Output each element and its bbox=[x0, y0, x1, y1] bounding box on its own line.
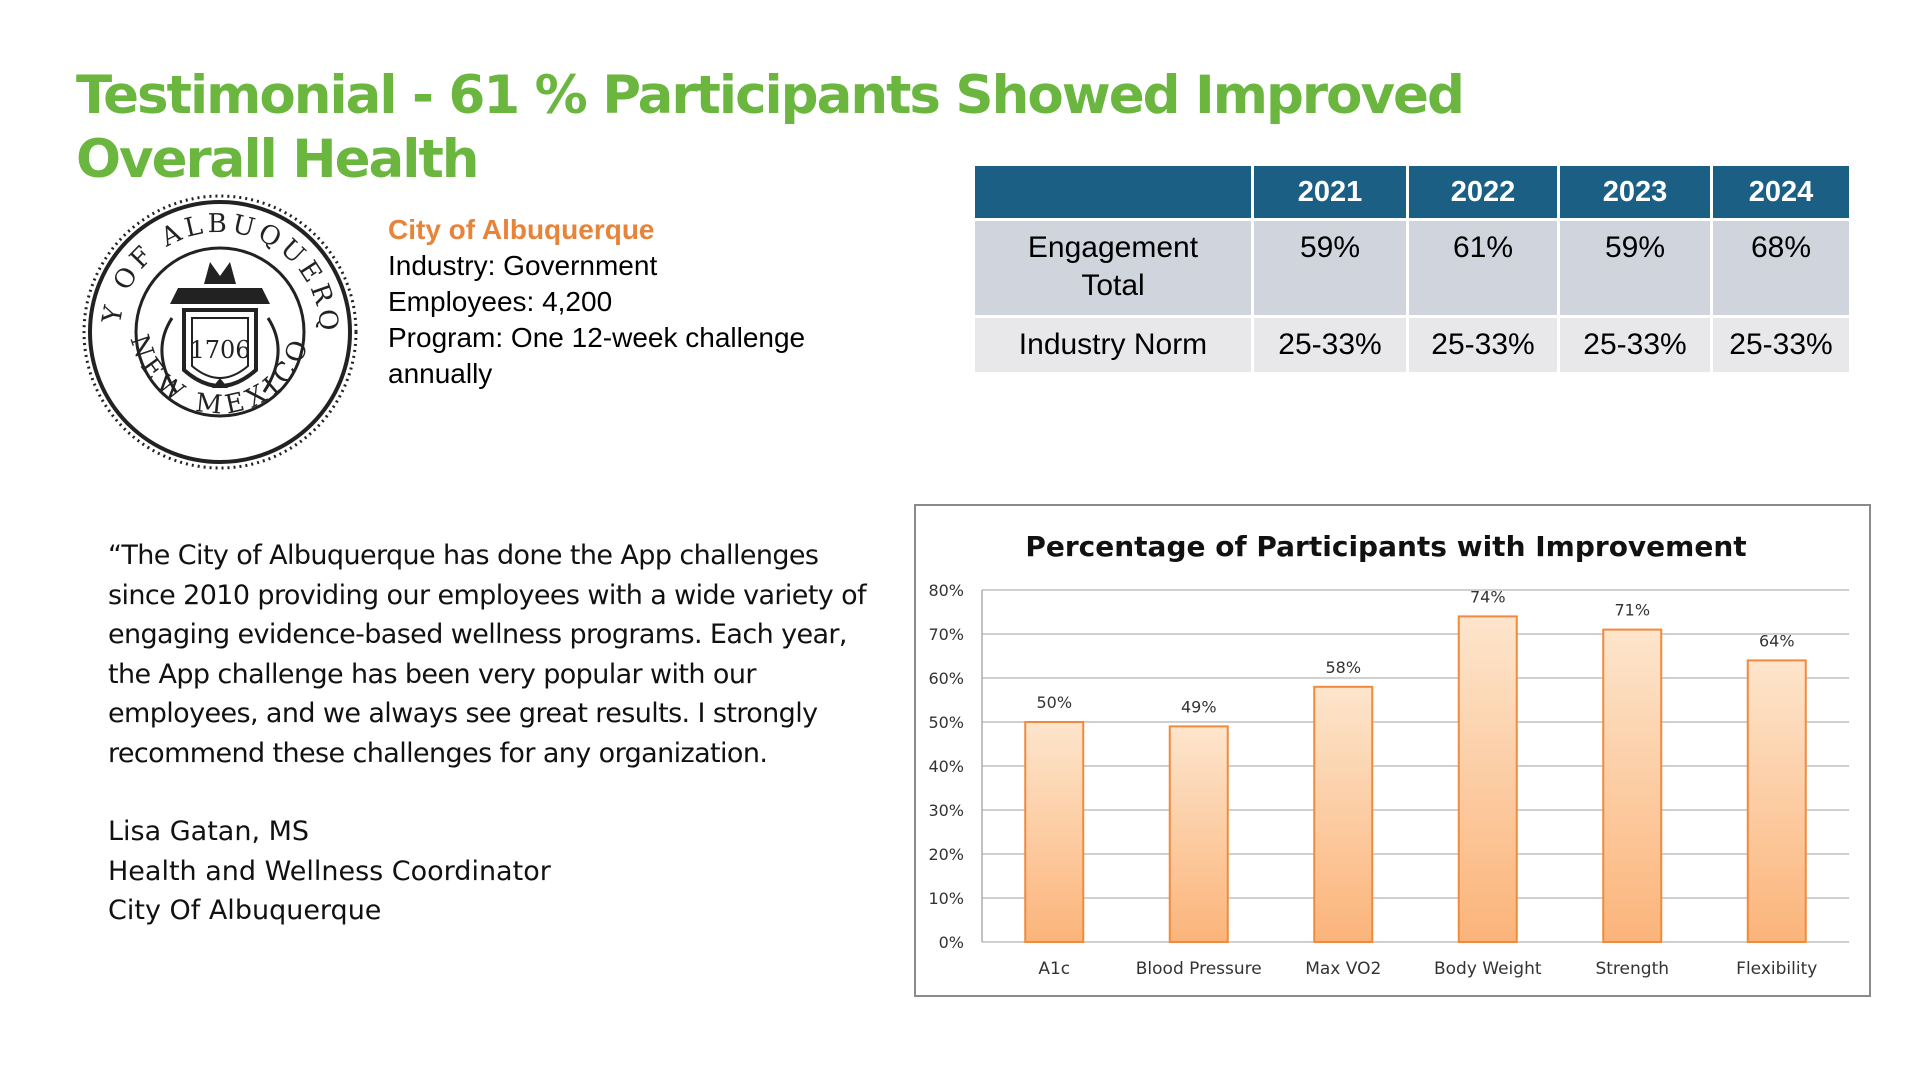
table-cell: 59% bbox=[1254, 221, 1406, 315]
company-industry: Industry: Government bbox=[388, 250, 658, 281]
table-cell: 68% bbox=[1713, 221, 1849, 315]
table-cell: Engagement Total bbox=[975, 221, 1251, 315]
y-tick-label: 10% bbox=[928, 889, 964, 908]
x-tick-label: A1c bbox=[1038, 959, 1070, 979]
city-seal-logo: CITY OF ALBUQUERQUE NEW MEXICO 1706 bbox=[80, 192, 358, 470]
data-label: 58% bbox=[1325, 658, 1361, 677]
y-tick-label: 30% bbox=[928, 801, 964, 820]
table-cell: 25-33% bbox=[1560, 318, 1710, 372]
table-header-2023: 2023 bbox=[1560, 166, 1710, 218]
data-label: 64% bbox=[1759, 631, 1795, 650]
x-tick-label: Blood Pressure bbox=[1136, 959, 1262, 979]
table-cell: 59% bbox=[1560, 221, 1710, 315]
table-row: Engagement Total 59% 61% 59% 68% bbox=[975, 221, 1849, 315]
bar-max-vo2 bbox=[1313, 685, 1374, 943]
table-row: Industry Norm 25-33% 25-33% 25-33% 25-33… bbox=[975, 318, 1849, 372]
data-label: 49% bbox=[1181, 697, 1217, 716]
company-employees: Employees: 4,200 bbox=[388, 286, 613, 317]
y-tick-label: 60% bbox=[928, 669, 964, 688]
engagement-table: 2021 2022 2023 2024 Engagement Total 59%… bbox=[972, 163, 1852, 375]
bar-blood-pressure bbox=[1168, 725, 1229, 943]
company-program: Program: One 12-week challenge annually bbox=[388, 322, 806, 389]
seal-top-text: CITY OF ALBUQUERQUE bbox=[80, 192, 340, 336]
y-tick-label: 0% bbox=[939, 933, 964, 952]
bar-flexibility bbox=[1746, 659, 1807, 943]
bar-body-weight bbox=[1457, 615, 1518, 944]
table-cell: 61% bbox=[1409, 221, 1557, 315]
quote-org: City Of Albuquerque bbox=[108, 895, 382, 926]
x-tick-label: Strength bbox=[1595, 959, 1669, 979]
table-header-2024: 2024 bbox=[1713, 166, 1849, 218]
svg-text:CITY OF ALBUQUERQUE: CITY OF ALBUQUERQUE bbox=[80, 192, 344, 336]
seal-year: 1706 bbox=[189, 336, 250, 364]
table-header-2021: 2021 bbox=[1254, 166, 1406, 218]
chart-svg: Percentage of Participants with Improvem… bbox=[928, 530, 1849, 979]
data-label: 74% bbox=[1470, 587, 1506, 606]
quote-text: “The City of Albuquerque has done the Ap… bbox=[108, 540, 867, 769]
x-tick-label: Max VO2 bbox=[1305, 959, 1381, 979]
quote-author: Lisa Gatan, MS bbox=[108, 816, 310, 847]
data-label: 71% bbox=[1614, 601, 1650, 620]
improvement-chart: Percentage of Participants with Improvem… bbox=[914, 504, 1871, 997]
table-cell: Industry Norm bbox=[975, 318, 1251, 372]
chart-title: Percentage of Participants with Improvem… bbox=[1025, 530, 1746, 563]
bar-a1c bbox=[1024, 721, 1085, 943]
quote-role: Health and Wellness Coordinator bbox=[108, 855, 551, 887]
table-cell: 25-33% bbox=[1409, 318, 1557, 372]
y-tick-label: 50% bbox=[928, 713, 964, 732]
table-cell: 25-33% bbox=[1713, 318, 1849, 372]
table-header-blank bbox=[975, 166, 1251, 218]
bar-strength bbox=[1602, 628, 1663, 943]
table-cell: 25-33% bbox=[1254, 318, 1406, 372]
company-info: City of Albuquerque Industry: Government… bbox=[388, 212, 868, 392]
x-tick-label: Body Weight bbox=[1434, 959, 1542, 979]
y-tick-label: 40% bbox=[928, 757, 964, 776]
company-name: City of Albuquerque bbox=[388, 214, 655, 245]
table-header-2022: 2022 bbox=[1409, 166, 1557, 218]
x-tick-label: Flexibility bbox=[1736, 959, 1817, 979]
testimonial-quote: “The City of Albuquerque has done the Ap… bbox=[108, 536, 868, 931]
y-tick-label: 70% bbox=[928, 625, 964, 644]
y-tick-label: 80% bbox=[928, 581, 964, 600]
data-label: 50% bbox=[1036, 693, 1072, 712]
page-title: Testimonial - 61 % Participants Showed I… bbox=[76, 65, 1465, 190]
y-tick-label: 20% bbox=[928, 845, 964, 864]
